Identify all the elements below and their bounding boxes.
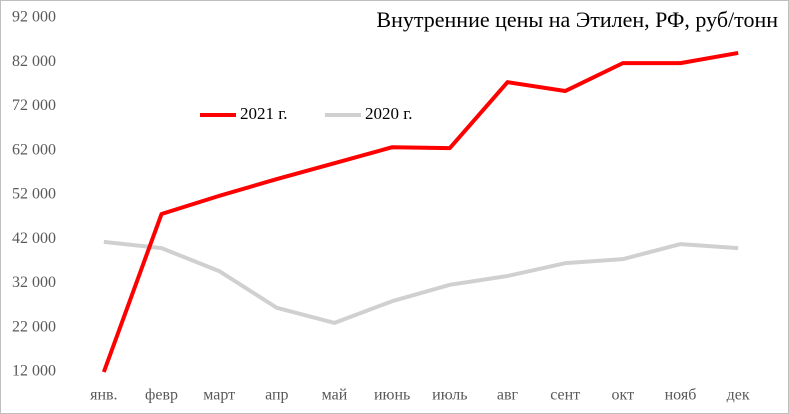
- x-tick-label: июнь: [374, 387, 410, 404]
- y-tick-label: 32 000: [12, 274, 56, 291]
- legend-label: 2020 г.: [365, 104, 413, 123]
- y-tick-label: 22 000: [12, 318, 56, 335]
- y-tick-label: 62 000: [12, 141, 56, 158]
- series-line: [101, 50, 739, 373]
- y-tick-label: 52 000: [12, 186, 56, 203]
- x-tick-label: дек: [727, 387, 750, 404]
- x-tick-label: окт: [612, 387, 635, 404]
- x-tick-label: май: [322, 387, 348, 404]
- x-tick-label: апр: [265, 387, 288, 404]
- y-tick-label: 82 000: [12, 53, 56, 70]
- x-tick-label: март: [203, 387, 235, 404]
- x-tick-label: нояб: [665, 387, 697, 404]
- x-tick-label: янв.: [90, 387, 117, 404]
- x-tick-label: февр: [145, 387, 178, 404]
- y-tick-label: 12 000: [12, 363, 56, 380]
- chart-title: Внутренние цены на Этилен, РФ, руб/тонн: [376, 7, 778, 32]
- legend-label: 2021 г.: [240, 104, 288, 123]
- y-tick-label: 92 000: [12, 9, 56, 26]
- x-tick-label: сент: [550, 387, 580, 404]
- series-line: [103, 239, 739, 325]
- x-tick-label: июль: [432, 387, 467, 404]
- x-tick-label: авг: [497, 387, 519, 404]
- y-tick-label: 72 000: [12, 97, 56, 114]
- y-tick-label: 42 000: [12, 230, 56, 247]
